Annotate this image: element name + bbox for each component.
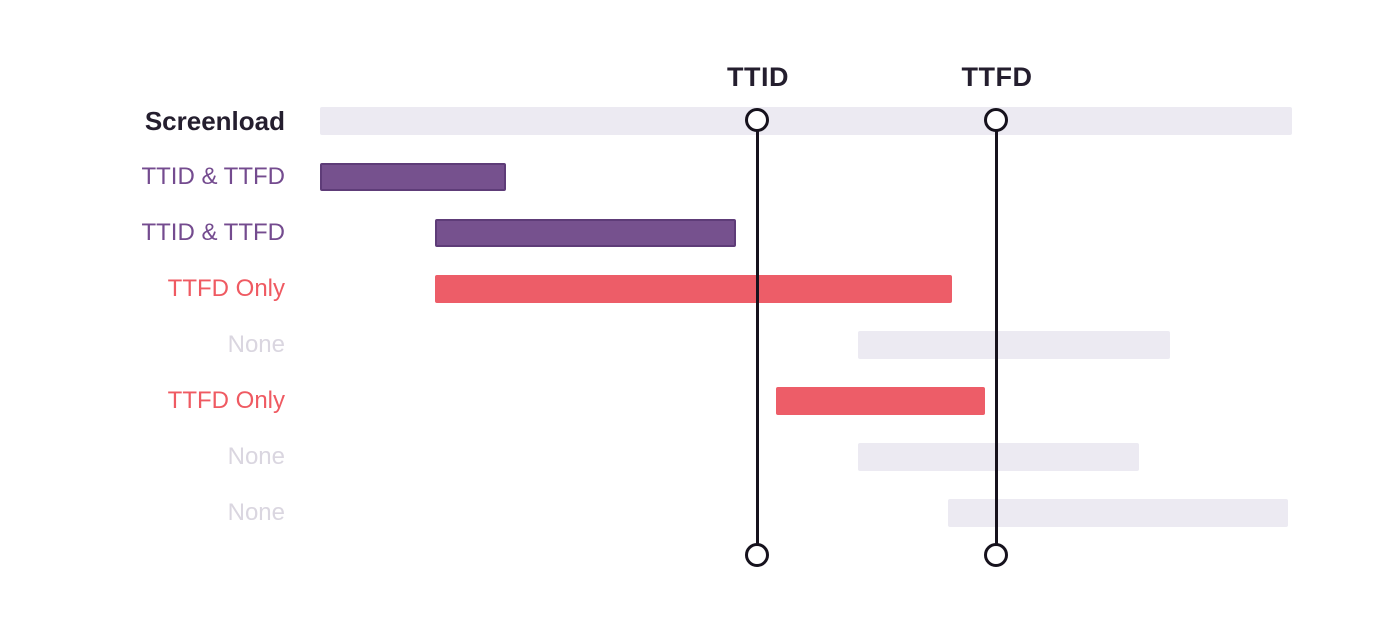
span-bar-ttid-ttfd-1 <box>320 163 507 191</box>
span-bar-ttid-ttfd-2 <box>434 219 736 247</box>
row-label-ttid-ttfd-1: TTID & TTFD <box>141 163 285 190</box>
row-label-none-1: None <box>227 331 285 358</box>
span-bar-none-3 <box>948 499 1289 527</box>
ttid-marker-title: TTID <box>726 62 789 92</box>
ttid-marker-line <box>756 120 760 555</box>
ttid-marker-dot-top <box>745 107 770 132</box>
ttfd-marker-title: TTFD <box>961 62 1033 92</box>
ttfd-marker-dot-bottom <box>984 542 1009 567</box>
ttfd-marker-dot-top <box>984 107 1009 132</box>
row-label-ttfd-only-1: TTFD Only <box>167 275 285 302</box>
ttfd-marker-line <box>995 120 999 555</box>
row-label-none-3: None <box>227 499 285 526</box>
ttid-marker-dot-bottom <box>745 542 770 567</box>
row-label-none-2: None <box>227 443 285 470</box>
span-bar-screenload-track <box>320 107 1292 135</box>
row-label-ttid-ttfd-2: TTID & TTFD <box>141 219 285 246</box>
span-bar-ttfd-only-1 <box>434 275 952 303</box>
row-label-ttfd-only-2: TTFD Only <box>167 387 285 414</box>
row-label-screenload: Screenload <box>144 106 285 136</box>
span-bar-none-2 <box>858 443 1139 471</box>
span-bar-ttfd-only-2 <box>775 387 986 415</box>
span-bar-none-1 <box>858 331 1170 359</box>
